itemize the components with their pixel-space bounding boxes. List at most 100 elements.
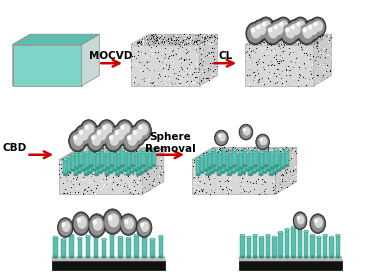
- Ellipse shape: [297, 216, 300, 220]
- Bar: [235, 155, 240, 170]
- Ellipse shape: [214, 153, 219, 156]
- Ellipse shape: [260, 236, 264, 239]
- Ellipse shape: [314, 20, 323, 32]
- Polygon shape: [192, 147, 297, 160]
- Ellipse shape: [293, 19, 307, 36]
- Ellipse shape: [256, 169, 260, 171]
- Bar: [214, 155, 219, 170]
- Bar: [126, 159, 130, 175]
- Ellipse shape: [120, 214, 137, 235]
- Ellipse shape: [53, 256, 58, 258]
- Bar: [239, 152, 243, 168]
- Ellipse shape: [278, 256, 283, 258]
- Ellipse shape: [265, 24, 280, 43]
- Ellipse shape: [96, 167, 100, 169]
- Ellipse shape: [92, 169, 96, 171]
- Ellipse shape: [291, 256, 296, 258]
- Bar: [218, 152, 222, 168]
- Ellipse shape: [128, 125, 146, 147]
- Ellipse shape: [135, 121, 150, 140]
- Ellipse shape: [85, 167, 89, 169]
- Ellipse shape: [129, 127, 145, 145]
- Ellipse shape: [253, 234, 258, 237]
- Ellipse shape: [78, 171, 82, 174]
- Bar: [127, 152, 131, 168]
- Bar: [227, 159, 232, 175]
- Bar: [140, 157, 145, 173]
- Ellipse shape: [239, 124, 253, 140]
- Ellipse shape: [71, 153, 75, 156]
- Ellipse shape: [62, 221, 71, 232]
- Bar: [253, 150, 258, 166]
- Ellipse shape: [93, 218, 103, 231]
- Bar: [270, 152, 275, 168]
- Bar: [113, 155, 117, 170]
- Ellipse shape: [75, 167, 79, 169]
- Ellipse shape: [62, 256, 66, 258]
- Ellipse shape: [269, 158, 274, 160]
- Ellipse shape: [110, 125, 128, 147]
- Ellipse shape: [274, 149, 279, 151]
- Ellipse shape: [77, 216, 87, 229]
- Bar: [130, 157, 134, 173]
- Ellipse shape: [158, 235, 163, 238]
- Ellipse shape: [285, 165, 289, 167]
- Bar: [126, 238, 131, 257]
- Bar: [259, 159, 263, 175]
- Bar: [62, 239, 66, 257]
- Ellipse shape: [329, 256, 334, 258]
- Ellipse shape: [151, 238, 155, 241]
- Ellipse shape: [291, 226, 296, 229]
- Ellipse shape: [69, 256, 74, 258]
- Bar: [272, 237, 277, 257]
- Bar: [196, 159, 200, 175]
- Ellipse shape: [231, 155, 236, 158]
- Bar: [74, 159, 78, 175]
- Bar: [78, 238, 82, 257]
- Bar: [152, 150, 156, 166]
- Bar: [253, 235, 258, 257]
- Ellipse shape: [94, 158, 99, 160]
- Ellipse shape: [138, 125, 143, 130]
- Ellipse shape: [262, 20, 271, 32]
- Bar: [94, 237, 98, 257]
- Bar: [53, 237, 58, 257]
- Ellipse shape: [211, 155, 215, 158]
- Bar: [317, 237, 321, 257]
- Ellipse shape: [100, 165, 104, 167]
- Bar: [69, 235, 74, 257]
- Polygon shape: [245, 45, 314, 86]
- Ellipse shape: [116, 173, 120, 176]
- Ellipse shape: [136, 158, 141, 160]
- Ellipse shape: [74, 214, 89, 234]
- Ellipse shape: [132, 130, 137, 135]
- Ellipse shape: [67, 155, 71, 158]
- Bar: [278, 232, 283, 257]
- Bar: [264, 150, 268, 166]
- Ellipse shape: [105, 158, 109, 160]
- Ellipse shape: [260, 151, 264, 153]
- Ellipse shape: [93, 219, 97, 225]
- Bar: [123, 155, 127, 170]
- Ellipse shape: [274, 23, 283, 35]
- Ellipse shape: [134, 234, 139, 237]
- Ellipse shape: [94, 127, 109, 145]
- Ellipse shape: [94, 173, 99, 176]
- Ellipse shape: [142, 236, 147, 239]
- Polygon shape: [245, 34, 332, 45]
- Ellipse shape: [126, 158, 130, 160]
- Ellipse shape: [152, 165, 156, 167]
- Bar: [109, 157, 113, 173]
- Ellipse shape: [62, 238, 66, 241]
- Ellipse shape: [277, 169, 281, 171]
- Ellipse shape: [240, 256, 245, 258]
- Ellipse shape: [246, 22, 265, 45]
- Bar: [246, 155, 250, 170]
- Bar: [249, 152, 254, 168]
- Bar: [110, 150, 114, 166]
- Bar: [148, 152, 152, 168]
- Ellipse shape: [292, 17, 309, 37]
- Ellipse shape: [116, 120, 133, 141]
- Ellipse shape: [243, 165, 247, 167]
- Ellipse shape: [252, 171, 256, 174]
